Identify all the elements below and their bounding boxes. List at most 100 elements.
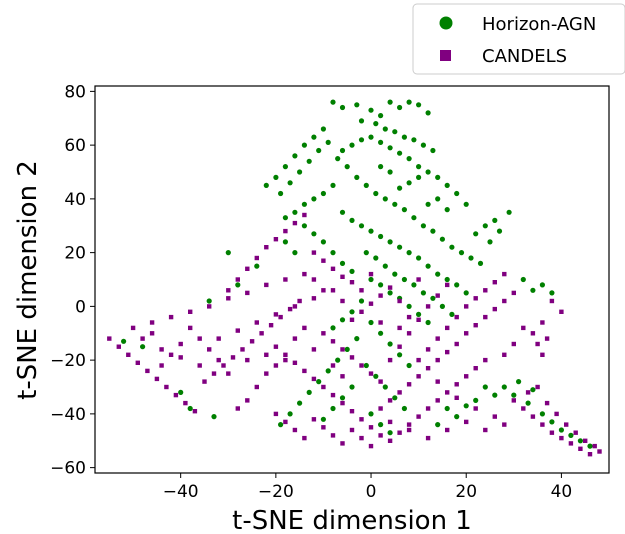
x-tick-label: −40 xyxy=(163,482,199,502)
data-point xyxy=(339,260,346,266)
data-point xyxy=(264,245,269,250)
data-point xyxy=(359,309,364,314)
data-point xyxy=(321,258,326,263)
data-point xyxy=(368,411,374,417)
data-point xyxy=(597,449,602,454)
data-point xyxy=(406,422,412,427)
data-point xyxy=(521,325,526,331)
data-point xyxy=(330,266,336,271)
data-point xyxy=(282,239,288,245)
data-point xyxy=(292,360,298,365)
points-layer xyxy=(107,99,602,457)
data-point xyxy=(330,392,336,398)
data-point xyxy=(268,323,274,328)
data-point xyxy=(330,325,336,331)
data-point xyxy=(311,296,317,301)
data-point xyxy=(378,433,383,438)
data-point xyxy=(425,304,431,309)
data-point xyxy=(349,355,355,360)
data-point xyxy=(387,145,393,151)
data-point xyxy=(445,427,450,433)
data-point xyxy=(378,139,384,145)
data-point xyxy=(325,139,331,145)
data-point xyxy=(188,325,193,331)
data-point xyxy=(406,314,412,320)
data-point xyxy=(320,416,326,422)
data-point xyxy=(254,384,259,390)
data-point xyxy=(378,330,384,336)
data-point xyxy=(363,250,369,256)
data-point xyxy=(363,362,369,369)
data-point xyxy=(330,288,336,293)
data-point xyxy=(168,314,174,320)
x-tick-label: 20 xyxy=(455,482,477,502)
axes-frame xyxy=(94,85,610,474)
data-point xyxy=(392,129,398,135)
data-point xyxy=(530,331,536,336)
data-point xyxy=(373,373,379,379)
data-point xyxy=(292,250,298,256)
data-point xyxy=(330,250,336,256)
data-point xyxy=(511,341,516,347)
data-point xyxy=(263,182,269,188)
data-point xyxy=(278,190,284,197)
data-point xyxy=(287,180,293,186)
data-point xyxy=(492,414,497,419)
y-tick-label: 60 xyxy=(64,136,86,156)
data-point xyxy=(411,137,417,143)
data-point xyxy=(216,357,221,363)
data-point xyxy=(273,312,279,317)
data-point xyxy=(425,406,431,411)
data-point xyxy=(301,223,307,229)
data-point xyxy=(306,389,312,395)
data-point xyxy=(454,282,460,288)
data-point xyxy=(339,147,346,154)
data-point xyxy=(330,363,336,368)
data-point xyxy=(420,142,426,148)
data-point xyxy=(349,268,355,274)
data-point xyxy=(245,290,250,296)
data-point xyxy=(302,212,307,218)
data-point xyxy=(397,352,403,358)
data-point xyxy=(454,190,460,197)
data-point xyxy=(406,180,412,186)
data-point xyxy=(178,341,183,347)
data-point xyxy=(321,288,326,293)
data-point xyxy=(282,164,288,170)
data-point xyxy=(397,150,403,156)
data-point xyxy=(321,331,326,336)
data-point xyxy=(554,411,559,417)
data-point xyxy=(254,255,259,261)
data-point xyxy=(435,293,440,298)
data-point xyxy=(468,255,474,261)
data-point xyxy=(492,306,497,312)
data-point xyxy=(273,344,279,349)
data-point xyxy=(259,331,264,336)
data-point xyxy=(397,430,402,435)
data-point xyxy=(283,419,288,425)
data-point xyxy=(292,209,298,215)
data-point xyxy=(292,220,298,226)
data-point xyxy=(349,142,355,148)
data-point xyxy=(197,363,202,368)
data-point xyxy=(416,174,422,180)
data-point xyxy=(311,376,317,382)
data-point xyxy=(340,298,345,304)
data-point xyxy=(297,298,302,304)
data-point xyxy=(283,357,288,363)
x-tick-label: 40 xyxy=(551,482,573,502)
data-point xyxy=(359,435,364,441)
data-point xyxy=(273,411,279,417)
data-point xyxy=(378,164,384,170)
data-point xyxy=(401,207,407,213)
data-point xyxy=(521,406,526,411)
data-point xyxy=(159,363,164,368)
y-tick-label: −60 xyxy=(50,459,86,479)
data-point xyxy=(188,309,193,314)
data-point xyxy=(535,384,540,390)
data-point xyxy=(444,276,450,283)
data-point xyxy=(235,406,240,411)
data-point xyxy=(368,371,374,376)
data-point xyxy=(349,427,355,433)
